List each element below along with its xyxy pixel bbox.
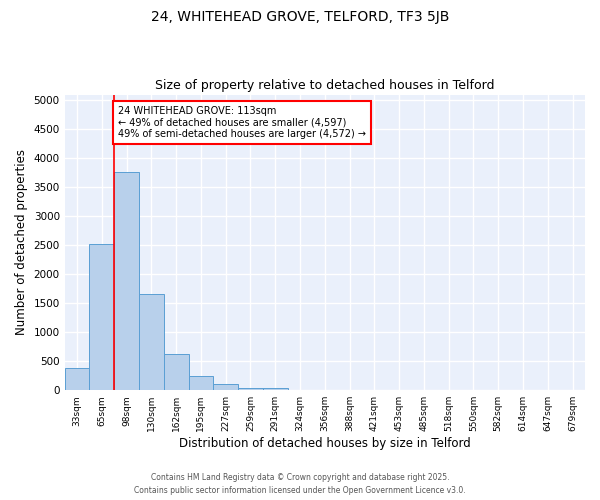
Bar	[114, 172, 139, 390]
Bar	[139, 294, 164, 390]
Bar	[89, 244, 114, 390]
Bar	[164, 354, 188, 390]
Y-axis label: Number of detached properties: Number of detached properties	[15, 150, 28, 336]
Bar	[65, 368, 89, 390]
Bar	[238, 388, 263, 390]
Text: 24, WHITEHEAD GROVE, TELFORD, TF3 5JB: 24, WHITEHEAD GROVE, TELFORD, TF3 5JB	[151, 10, 449, 24]
Bar	[263, 388, 287, 390]
Text: 24 WHITEHEAD GROVE: 113sqm
← 49% of detached houses are smaller (4,597)
49% of s: 24 WHITEHEAD GROVE: 113sqm ← 49% of deta…	[118, 106, 366, 140]
Title: Size of property relative to detached houses in Telford: Size of property relative to detached ho…	[155, 79, 494, 92]
Text: Contains HM Land Registry data © Crown copyright and database right 2025.
Contai: Contains HM Land Registry data © Crown c…	[134, 474, 466, 495]
X-axis label: Distribution of detached houses by size in Telford: Distribution of detached houses by size …	[179, 437, 471, 450]
Bar	[214, 384, 238, 390]
Bar	[188, 376, 214, 390]
